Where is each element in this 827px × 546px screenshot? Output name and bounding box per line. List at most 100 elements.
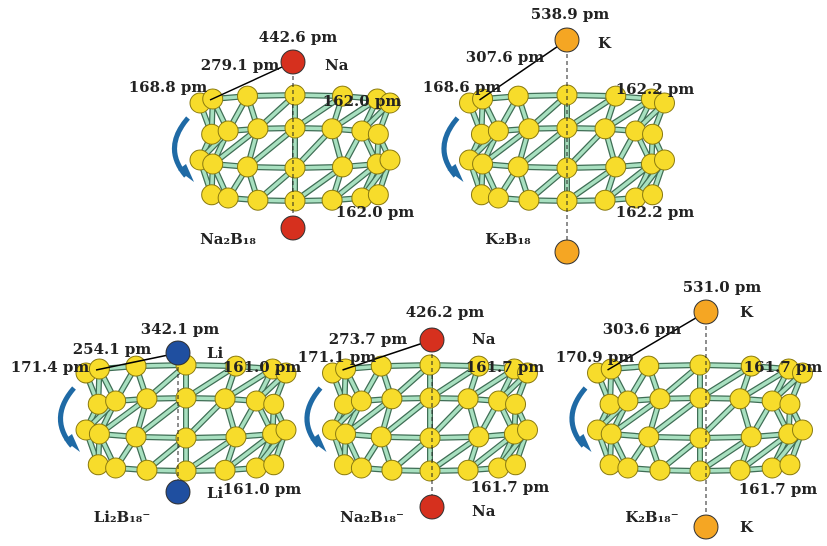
boron-atom <box>472 153 494 175</box>
boron-atom <box>381 388 403 410</box>
distance-label: 426.2 pm <box>406 303 485 321</box>
distance-label: 161.7 pm <box>466 358 545 376</box>
distance-label: 161.0 pm <box>223 358 302 376</box>
boron-atom <box>237 156 258 178</box>
boron-atom <box>284 84 306 106</box>
boron-atom <box>214 388 236 410</box>
distance-label: 307.6 pm <box>466 48 545 66</box>
boron-atom <box>600 423 622 445</box>
arrow-head <box>64 434 80 452</box>
boron-atom <box>654 92 675 114</box>
boron-atom <box>638 355 660 377</box>
boron-atom <box>175 387 197 409</box>
boron-atom <box>247 189 269 211</box>
boron-atom <box>370 355 392 377</box>
distance-line <box>479 39 568 101</box>
boron-atom <box>617 390 639 412</box>
boron-atom <box>605 85 627 107</box>
boron-atom <box>335 423 357 445</box>
distance-label: 161.7 pm <box>471 478 550 496</box>
boron-atom <box>729 388 751 410</box>
boron-atom <box>214 459 236 481</box>
boron-atom <box>370 426 392 448</box>
boron-atom <box>225 426 247 448</box>
distance-label: 273.7 pm <box>329 330 408 348</box>
boron-atom <box>594 118 616 140</box>
distance-line <box>95 352 179 371</box>
formula-label: K₂B₁₈ <box>485 230 531 248</box>
molecule-panel: 442.6 pm 279.1 pm 168.8 pm 162.0 pm 162.0 pm… <box>129 28 415 248</box>
boron-atom <box>350 457 372 479</box>
boron-atom <box>225 355 247 377</box>
boron-atom <box>105 457 127 479</box>
boron-atom <box>599 393 621 415</box>
boron-atom <box>332 85 353 107</box>
molecule-panel: 531.0 pm 303.6 pm 170.9 pm 161.7 pm 161.7 pm… <box>556 278 822 540</box>
boron-atom <box>740 355 762 377</box>
atom-label: Na <box>472 502 496 520</box>
distance-line <box>209 61 294 101</box>
boron-atom <box>275 419 297 441</box>
distance-label: 162.2 pm <box>616 80 695 98</box>
boron-atom <box>457 459 479 481</box>
boron-atom <box>642 184 664 206</box>
boron-atom <box>175 427 197 449</box>
boron-atom <box>321 118 343 140</box>
distance-label: 171.1 pm <box>298 348 377 366</box>
distance-label: 162.2 pm <box>616 203 695 221</box>
boron-atom <box>638 426 660 448</box>
boron-atom <box>284 117 306 139</box>
distance-label: 170.9 pm <box>556 348 635 366</box>
boron-atom <box>599 454 621 476</box>
boron-atom <box>654 149 675 171</box>
distance-label: 171.4 pm <box>11 358 90 376</box>
boron-atom <box>792 419 813 441</box>
metal-atom <box>419 327 445 353</box>
boron-atom <box>419 387 441 409</box>
distance-line <box>342 339 433 371</box>
boron-atom <box>507 85 529 107</box>
boron-atom <box>419 354 441 376</box>
boron-atom <box>649 388 671 410</box>
formula-label: Na₂B₁₈⁻ <box>340 508 404 526</box>
metal-atom <box>693 514 719 540</box>
boron-atom <box>202 153 224 175</box>
distance-label: 162.0 pm <box>336 203 415 221</box>
boron-atom <box>689 387 711 409</box>
boron-atom <box>487 187 509 209</box>
boron-atom <box>468 426 490 448</box>
boron-atom <box>507 156 529 178</box>
formula-label: Na₂B₁₈ <box>200 230 256 248</box>
boron-atom <box>505 454 527 476</box>
molecule-panel: 538.9 pm 307.6 pm 168.6 pm 162.2 pm 162.2 pm… <box>423 5 695 265</box>
distance-line <box>607 311 707 371</box>
boron-atom <box>419 460 441 482</box>
boron-atom <box>175 460 197 482</box>
atom-label: Li <box>207 344 224 362</box>
boron-atom <box>321 189 343 211</box>
boron-atom <box>617 457 639 479</box>
distance-label: 342.1 pm <box>141 320 220 338</box>
boron-atom <box>594 189 616 211</box>
atom-label: Na <box>472 330 496 348</box>
atom-label: K <box>598 34 612 52</box>
boron-atom <box>217 187 239 209</box>
boron-atom <box>518 189 540 211</box>
boron-atom <box>642 123 664 145</box>
arrow-head <box>575 434 592 452</box>
formula-label: K₂B₁₈⁻ <box>625 508 678 526</box>
boron-atom <box>379 149 401 171</box>
boron-atom <box>125 355 147 377</box>
boron-atom <box>779 454 801 476</box>
distance-label: 303.6 pm <box>603 320 682 338</box>
arrow-head <box>310 434 327 452</box>
atom-label: Li <box>207 484 224 502</box>
boron-atom <box>487 120 509 142</box>
atom-label: Na <box>325 56 349 74</box>
boron-atom <box>761 457 783 479</box>
metal-atom <box>554 27 580 53</box>
boron-atom <box>87 393 109 415</box>
